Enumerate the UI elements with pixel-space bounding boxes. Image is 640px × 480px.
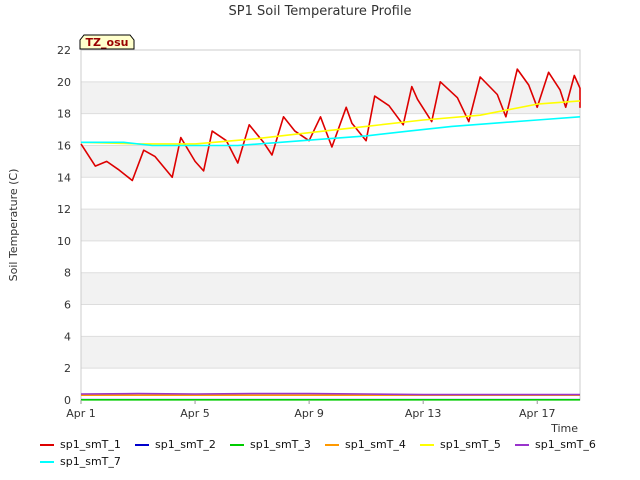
legend-item: sp1_smT_7 [40, 455, 135, 468]
y-tick-label: 12 [57, 203, 71, 216]
series-line-sp1_smT_7 [81, 116, 581, 147]
band [81, 304, 580, 337]
band [81, 81, 580, 114]
legend-swatch [325, 443, 339, 446]
legend-row: sp1_smT_7 [40, 453, 630, 470]
legend-label: sp1_smT_4 [345, 438, 406, 451]
y-axis-ticks: 0 2 4 6 8 10 12 14 16 18 20 22 [57, 44, 71, 407]
legend-swatch [135, 443, 149, 446]
legend-swatch [40, 443, 54, 446]
legend-item: sp1_smT_6 [515, 438, 610, 451]
background-bands [81, 50, 580, 400]
series-line-sp1_smT_6 [80, 392, 580, 396]
legend-swatch [420, 443, 434, 446]
legend-row: sp1_smT_1 sp1_smT_2 sp1_smT_3 sp1_smT_4 sp1_… [40, 436, 630, 453]
band [81, 240, 580, 273]
legend-item: sp1_smT_5 [420, 438, 515, 451]
x-axis-ticks: Apr 1 Apr 5 Apr 9 Apr 13 Apr 17 [66, 400, 555, 420]
legend-item: sp1_smT_3 [230, 438, 325, 451]
series-lines [80, 68, 581, 401]
legend-item: sp1_smT_2 [135, 438, 230, 451]
legend-swatch [230, 443, 244, 446]
band [81, 177, 580, 210]
x-axis-label: Time [550, 422, 578, 435]
y-tick-label: 18 [57, 108, 71, 121]
y-tick-label: 0 [64, 394, 71, 407]
annotation-box: TZ_osu [79, 34, 135, 50]
y-tick-label: 20 [57, 76, 71, 89]
legend-label: sp1_smT_3 [250, 438, 311, 451]
x-tick-label: Apr 1 [66, 407, 96, 420]
y-tick-label: 22 [57, 44, 71, 57]
band [81, 336, 580, 369]
y-tick-label: 14 [57, 171, 71, 184]
legend: sp1_smT_1 sp1_smT_2 sp1_smT_3 sp1_smT_4 sp1_… [40, 436, 630, 470]
band [81, 145, 580, 178]
y-tick-label: 8 [64, 267, 71, 280]
series-line-sp1_smT_5 [80, 100, 581, 145]
y-tick-label: 16 [57, 139, 71, 152]
x-tick-label: Apr 13 [405, 407, 442, 420]
band [81, 50, 580, 82]
legend-swatch [515, 443, 529, 446]
legend-label: sp1_smT_6 [535, 438, 596, 451]
band [81, 209, 580, 241]
legend-label: sp1_smT_2 [155, 438, 216, 451]
y-tick-label: 6 [64, 299, 71, 312]
x-tick-label: Apr 5 [180, 407, 210, 420]
grid-lines [80, 49, 581, 401]
annotation-label: TZ_osu [86, 36, 129, 49]
x-tick-label: Apr 9 [294, 407, 324, 420]
y-tick-label: 2 [64, 362, 71, 375]
y-tick-label: 10 [57, 235, 71, 248]
legend-swatch [40, 460, 54, 463]
legend-label: sp1_smT_7 [60, 455, 121, 468]
y-axis-label: Soil Temperature (C) [7, 169, 20, 282]
y-tick-label: 4 [64, 330, 71, 343]
band [81, 272, 580, 305]
legend-item: sp1_smT_4 [325, 438, 420, 451]
chart-title: SP1 Soil Temperature Profile [229, 4, 412, 19]
legend-label: sp1_smT_1 [60, 438, 121, 451]
legend-item: sp1_smT_1 [40, 438, 135, 451]
x-tick-label: Apr 17 [519, 407, 556, 420]
legend-label: sp1_smT_5 [440, 438, 501, 451]
